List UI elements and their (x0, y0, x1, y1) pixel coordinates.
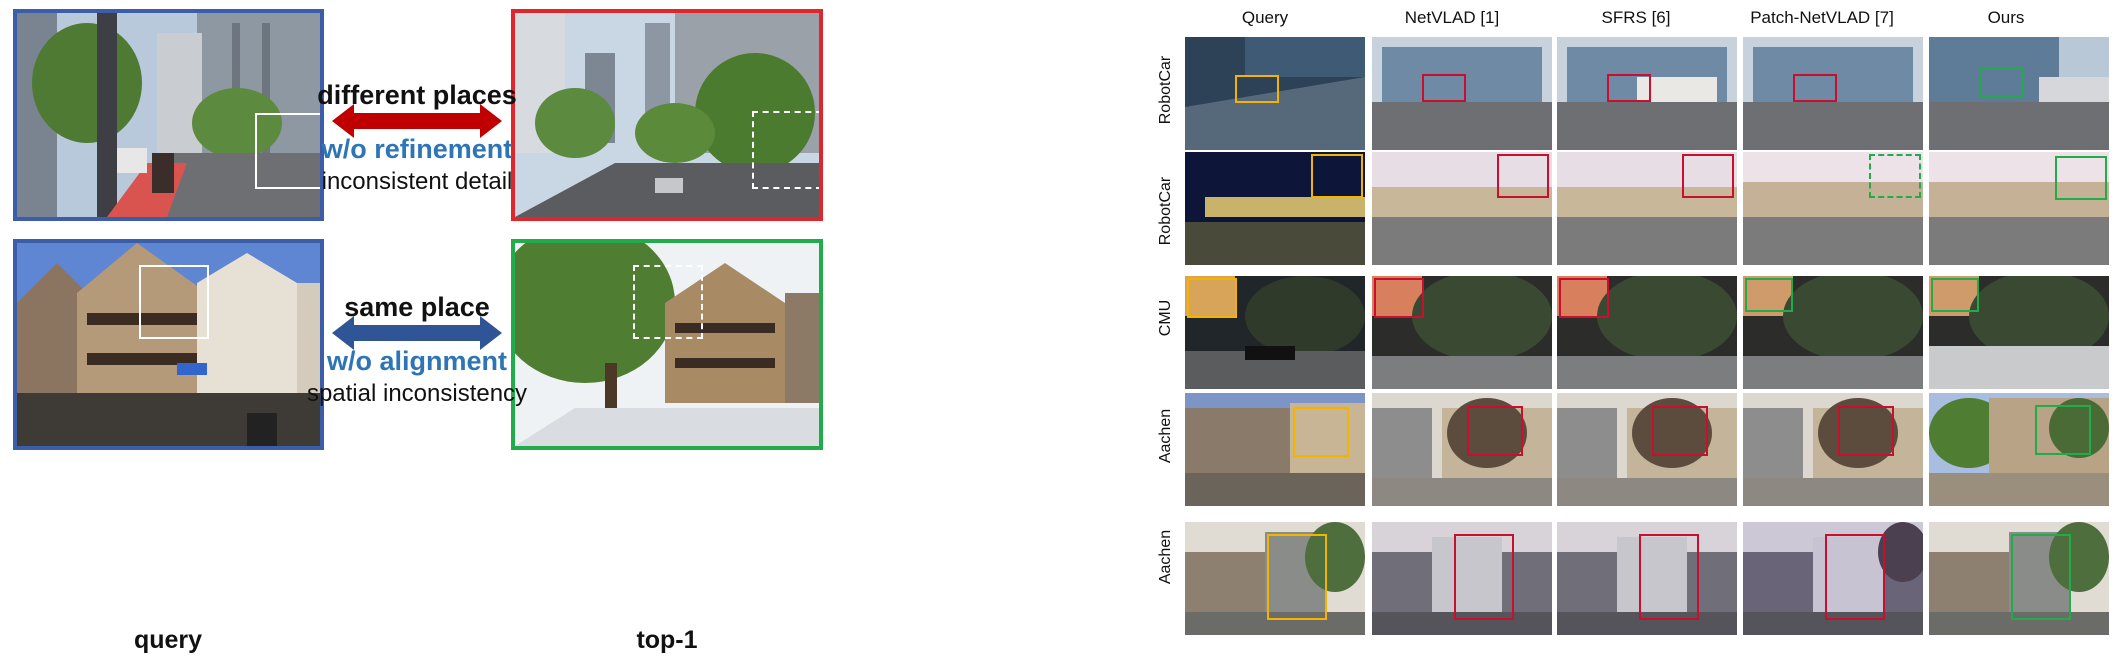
grid-r1-netvlad (1372, 37, 1552, 150)
grid-r1-ours (1929, 37, 2109, 150)
grid-r3-sfrs (1557, 276, 1737, 389)
grid-r4-ours (1929, 393, 2109, 506)
label-inconsistent-detail: inconsistent detail (321, 168, 513, 195)
caption-top1: top-1 (636, 626, 698, 654)
label-spatial-inconsistency: spatial inconsistency (306, 380, 528, 407)
double-arrow-blue (332, 316, 502, 350)
grid-r4-sfrs (1557, 393, 1737, 506)
double-arrow-red (332, 104, 502, 138)
query-image-tudor (13, 239, 324, 450)
row-label-aachen-1: Aachen (1157, 408, 1174, 464)
label-wo-refinement: w/o refinement (321, 134, 513, 164)
grid-r5-patch-netvlad (1743, 522, 1923, 635)
grid-r4-query (1185, 393, 1365, 506)
grid-r5-sfrs (1557, 522, 1737, 635)
grid-r3-ours (1929, 276, 2109, 389)
top1-image-street-wrong (511, 9, 823, 221)
grid-r3-query (1185, 276, 1365, 389)
grid-r1-query (1185, 37, 1365, 150)
grid-r1-sfrs (1557, 37, 1737, 150)
grid-r2-ours (1929, 152, 2109, 265)
row-label-robotcar-1: RobotCar (1157, 55, 1174, 125)
query-image-street (13, 9, 324, 221)
grid-r2-patch-netvlad (1743, 152, 1923, 265)
top1-image-tudor-correct (511, 239, 823, 450)
column-header-sfrs: SFRS [6] (1601, 8, 1671, 27)
grid-r5-ours (1929, 522, 2109, 635)
caption-query: query (133, 626, 203, 654)
grid-r3-netvlad (1372, 276, 1552, 389)
column-header-patch-netvlad: Patch-NetVLAD [7] (1750, 8, 1894, 27)
grid-r5-netvlad (1372, 522, 1552, 635)
grid-r4-patch-netvlad (1743, 393, 1923, 506)
grid-r3-patch-netvlad (1743, 276, 1923, 389)
column-header-netvlad: NetVLAD [1] (1404, 8, 1500, 27)
row-label-cmu: CMU (1157, 299, 1174, 337)
label-different-places: different places (317, 80, 517, 110)
grid-r4-netvlad (1372, 393, 1552, 506)
column-header-query: Query (1241, 8, 1289, 27)
column-header-ours: Ours (1987, 8, 2025, 27)
grid-r1-patch-netvlad (1743, 37, 1923, 150)
label-same-place: same place (344, 292, 490, 322)
label-wo-alignment: w/o alignment (326, 346, 507, 376)
grid-r5-query (1185, 522, 1365, 635)
row-label-robotcar-2: RobotCar (1157, 176, 1174, 246)
row-label-aachen-2: Aachen (1157, 529, 1174, 585)
grid-r2-query (1185, 152, 1365, 265)
grid-r2-netvlad (1372, 152, 1552, 265)
grid-r2-sfrs (1557, 152, 1737, 265)
